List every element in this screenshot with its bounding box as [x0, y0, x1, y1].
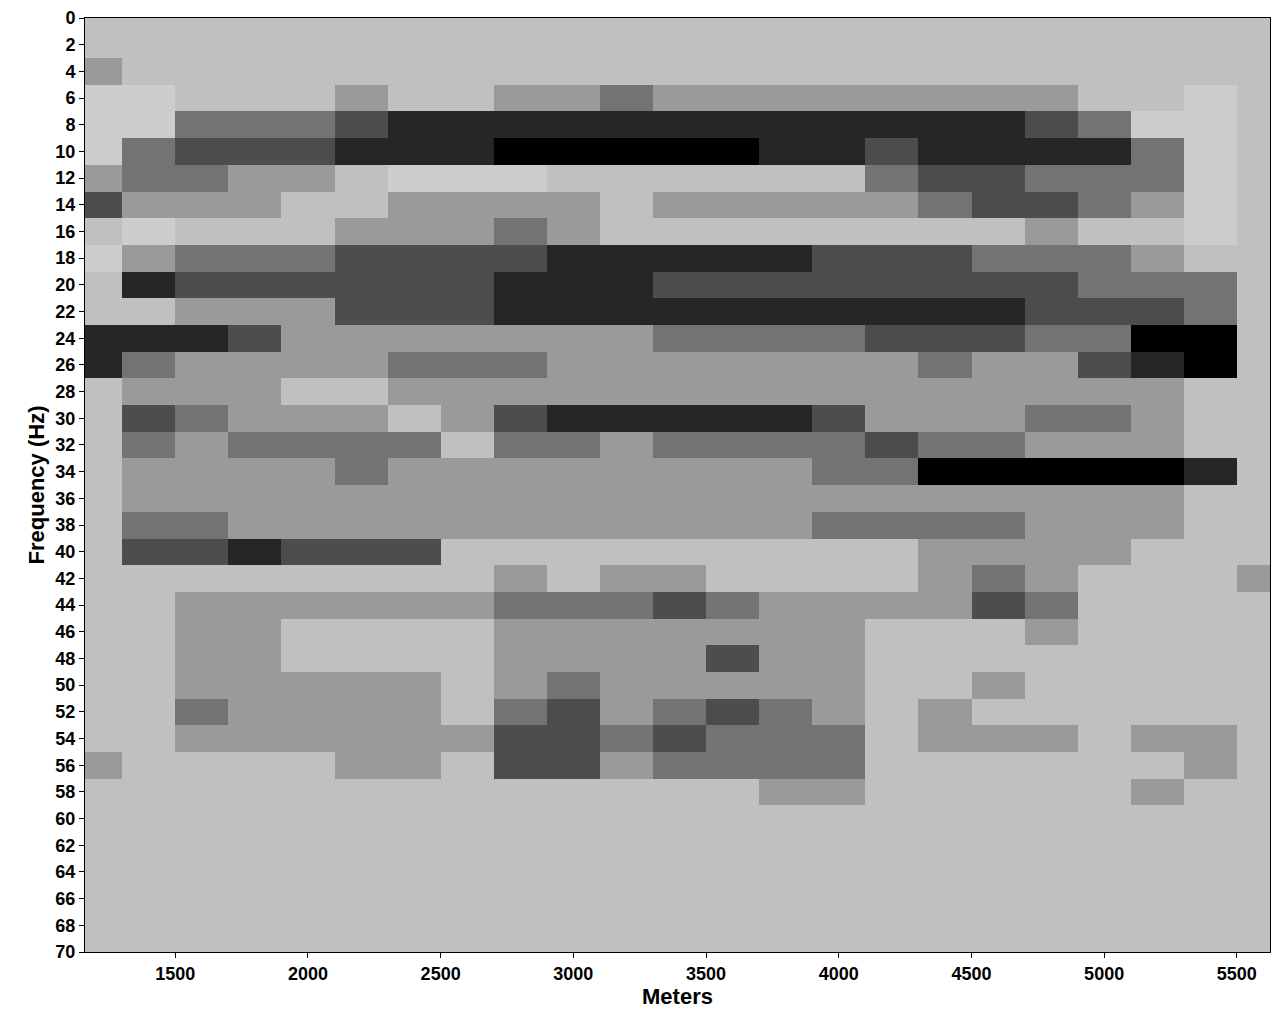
svg-text:38: 38 — [55, 515, 75, 535]
svg-text:Meters: Meters — [642, 984, 713, 1009]
svg-text:32: 32 — [55, 435, 75, 455]
svg-text:66: 66 — [55, 889, 75, 909]
svg-text:Frequency (Hz): Frequency (Hz) — [24, 406, 49, 565]
svg-text:5500: 5500 — [1217, 964, 1257, 984]
svg-text:42: 42 — [55, 569, 75, 589]
svg-text:30: 30 — [55, 409, 75, 429]
svg-text:6: 6 — [65, 88, 75, 108]
svg-text:22: 22 — [55, 302, 75, 322]
svg-text:14: 14 — [55, 195, 75, 215]
svg-text:0: 0 — [65, 8, 75, 28]
svg-text:5000: 5000 — [1084, 964, 1124, 984]
svg-text:40: 40 — [55, 542, 75, 562]
svg-text:52: 52 — [55, 702, 75, 722]
svg-text:1500: 1500 — [155, 964, 195, 984]
svg-text:26: 26 — [55, 355, 75, 375]
svg-text:44: 44 — [55, 595, 75, 615]
svg-text:4500: 4500 — [951, 964, 991, 984]
svg-text:62: 62 — [55, 836, 75, 856]
svg-text:28: 28 — [55, 382, 75, 402]
svg-text:70: 70 — [55, 942, 75, 962]
svg-text:2500: 2500 — [421, 964, 461, 984]
svg-text:36: 36 — [55, 489, 75, 509]
svg-text:4000: 4000 — [819, 964, 859, 984]
svg-text:3000: 3000 — [553, 964, 593, 984]
svg-text:20: 20 — [55, 275, 75, 295]
svg-text:12: 12 — [55, 168, 75, 188]
svg-text:48: 48 — [55, 649, 75, 669]
svg-text:16: 16 — [55, 222, 75, 242]
svg-text:2000: 2000 — [288, 964, 328, 984]
svg-text:4: 4 — [65, 62, 75, 82]
svg-text:64: 64 — [55, 862, 75, 882]
svg-text:58: 58 — [55, 782, 75, 802]
svg-text:8: 8 — [65, 115, 75, 135]
svg-text:2: 2 — [65, 35, 75, 55]
svg-text:3500: 3500 — [686, 964, 726, 984]
svg-text:18: 18 — [55, 248, 75, 268]
svg-text:10: 10 — [55, 142, 75, 162]
svg-text:50: 50 — [55, 675, 75, 695]
svg-text:56: 56 — [55, 756, 75, 776]
svg-text:24: 24 — [55, 329, 75, 349]
svg-text:68: 68 — [55, 916, 75, 936]
svg-text:60: 60 — [55, 809, 75, 829]
svg-text:46: 46 — [55, 622, 75, 642]
svg-text:54: 54 — [55, 729, 75, 749]
svg-text:34: 34 — [55, 462, 75, 482]
